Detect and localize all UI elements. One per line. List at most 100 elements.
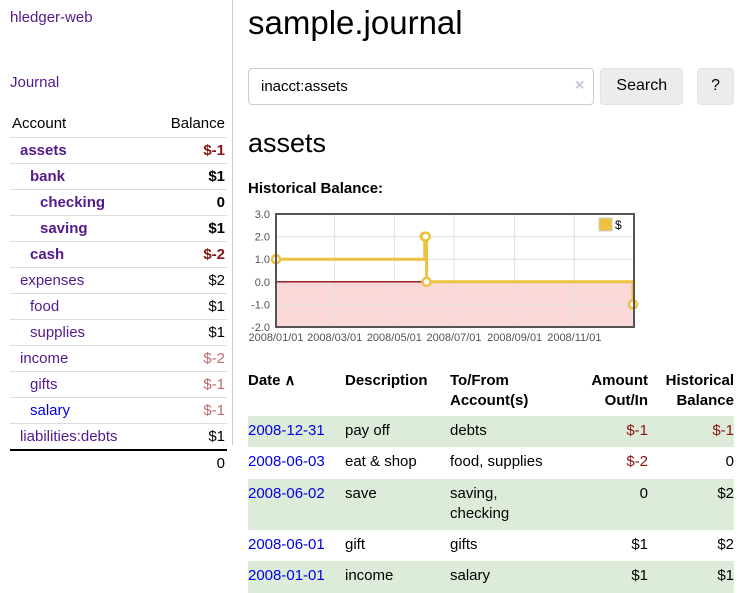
- account-balance: $-2: [203, 246, 225, 263]
- account-link-saving[interactable]: saving: [40, 220, 88, 237]
- account-balance: $-1: [203, 376, 225, 393]
- help-button[interactable]: ?: [697, 67, 734, 105]
- svg-text:2008/05/01: 2008/05/01: [367, 332, 422, 344]
- app-title-link[interactable]: hledger-web: [10, 9, 93, 26]
- account-row: assets $-1: [10, 137, 227, 163]
- account-row: bank $1: [10, 163, 227, 189]
- account-balance: $1: [208, 428, 225, 445]
- transaction-amount: $1: [565, 561, 648, 593]
- svg-text:2.0: 2.0: [255, 231, 270, 243]
- accounts-column-header: To/From Account(s): [450, 371, 529, 409]
- account-row: expenses $2: [10, 267, 227, 293]
- svg-text:-2.0: -2.0: [251, 322, 270, 334]
- transaction-balance: $-1: [648, 416, 734, 448]
- account-row: gifts $-1: [10, 371, 227, 397]
- transaction-amount: $-1: [565, 416, 648, 448]
- transaction-row: 2008-01-01 income salary $1 $1: [248, 561, 734, 593]
- transaction-balance: 0: [725, 453, 734, 471]
- transaction-date-link[interactable]: 2008-06-03: [248, 453, 325, 471]
- transaction-accounts: debts: [450, 416, 565, 448]
- account-link-bank[interactable]: bank: [30, 168, 66, 185]
- transaction-description: save: [345, 478, 450, 531]
- account-balance: $1: [208, 324, 225, 341]
- transaction-accounts: food, supplies: [450, 453, 543, 471]
- balance-column-header: Balance: [170, 115, 225, 132]
- account-column-header: Account: [12, 115, 67, 132]
- transaction-balance: $1: [648, 561, 734, 593]
- account-link-assets[interactable]: assets: [20, 142, 67, 159]
- transaction-row: 2008-12-31 pay off debts $-1 $-1: [248, 416, 734, 448]
- transaction-date-link[interactable]: 2008-06-01: [248, 536, 325, 554]
- svg-text:2008/09/01: 2008/09/01: [487, 332, 542, 344]
- transaction-amount: $1: [631, 536, 648, 554]
- transaction-balance: $2: [717, 536, 734, 554]
- account-link-liabilities-debts[interactable]: liabilities:debts: [20, 428, 118, 445]
- account-row: supplies $1: [10, 319, 227, 345]
- account-balance: $1: [208, 220, 225, 237]
- svg-text:-1.0: -1.0: [251, 299, 270, 311]
- sidebar: hledger-web Journal Account Balance asse…: [0, 0, 233, 472]
- svg-text:2008/01/01: 2008/01/01: [248, 332, 303, 344]
- transaction-amount: 0: [565, 478, 648, 531]
- transaction-row: 2008-06-03 eat & shop food, supplies $-2 0: [248, 447, 734, 478]
- transaction-row: 2008-06-02 save saving, checking 0 $2: [248, 478, 734, 531]
- sidebar-item-journal[interactable]: Journal: [10, 74, 60, 91]
- transaction-description: income: [345, 561, 450, 593]
- account-balance: 0: [216, 194, 225, 211]
- legend-swatch-icon: [598, 217, 613, 232]
- search-input[interactable]: [248, 67, 595, 105]
- transaction-accounts: saving, checking: [450, 478, 565, 531]
- date-column-header[interactable]: Date ∧: [248, 371, 296, 389]
- svg-text:3.0: 3.0: [255, 209, 270, 221]
- historical-balance-chart: -2.0 -1.0 0.0 1.0 2.0 3.0 2008/01/01 2008/03/01…: [248, 209, 639, 344]
- clear-search-icon[interactable]: ×: [575, 76, 585, 94]
- account-link-food[interactable]: food: [30, 298, 60, 315]
- page-title: sample.journal: [248, 4, 463, 41]
- transaction-date-link[interactable]: 2008-06-02: [248, 484, 325, 502]
- accounts-total: 0: [10, 449, 227, 476]
- transaction-balance: $2: [648, 478, 734, 531]
- svg-text:0.0: 0.0: [255, 276, 270, 288]
- account-balance: $-2: [203, 350, 225, 367]
- transaction-accounts: gifts: [450, 536, 478, 554]
- transaction-description: gift: [345, 536, 366, 554]
- transaction-accounts: salary: [450, 561, 565, 593]
- account-row: food $1: [10, 293, 227, 319]
- sort-ascending-icon: ∧: [284, 371, 296, 389]
- search-button[interactable]: Search: [600, 67, 684, 105]
- account-row: liabilities:debts $1: [10, 423, 227, 449]
- account-link-checking[interactable]: checking: [40, 194, 106, 211]
- account-link-supplies[interactable]: supplies: [30, 324, 86, 341]
- transaction-date-link[interactable]: 2008-01-01: [248, 567, 325, 585]
- transaction-description: pay off: [345, 416, 450, 448]
- main-content: sample.journal × Search ? assets Histori…: [248, 0, 734, 593]
- chart-legend: $: [598, 217, 622, 232]
- account-link-gifts[interactable]: gifts: [30, 376, 58, 393]
- account-balance: $2: [208, 272, 225, 289]
- transactions-table: Date ∧ Description To/From Account(s) Amo…: [248, 371, 734, 593]
- transaction-date-link[interactable]: 2008-12-31: [248, 422, 325, 440]
- account-row: cash $-2: [10, 241, 227, 267]
- amount-column-header: Amount Out/In: [591, 371, 648, 409]
- transaction-description: eat & shop: [345, 453, 417, 471]
- svg-text:2008/11/01: 2008/11/01: [547, 332, 601, 344]
- account-row: income $-2: [10, 345, 227, 371]
- accounts-table-header: Account Balance: [10, 113, 227, 137]
- chart-title: Historical Balance:: [248, 179, 384, 197]
- account-row: saving $1: [10, 215, 227, 241]
- account-link-cash[interactable]: cash: [30, 246, 65, 263]
- balance-column-header-tx: Historical Balance: [665, 371, 734, 409]
- account-balance: $1: [208, 168, 225, 185]
- account-balance: $-1: [203, 402, 225, 419]
- account-link-income[interactable]: income: [20, 350, 69, 367]
- transaction-row: 2008-06-01 gift gifts $1 $2: [248, 530, 734, 561]
- transaction-amount: $-2: [626, 453, 648, 471]
- account-link-expenses[interactable]: expenses: [20, 272, 85, 289]
- account-link-salary[interactable]: salary: [30, 402, 71, 419]
- accounts-table: Account Balance assets $-1 bank $1 checking 0…: [10, 113, 227, 476]
- account-row: salary $-1: [10, 397, 227, 423]
- svg-text:1.0: 1.0: [255, 254, 270, 266]
- search-bar: × Search ?: [248, 67, 734, 105]
- svg-text:2008/03/01: 2008/03/01: [307, 332, 362, 344]
- account-balance: $-1: [203, 142, 225, 159]
